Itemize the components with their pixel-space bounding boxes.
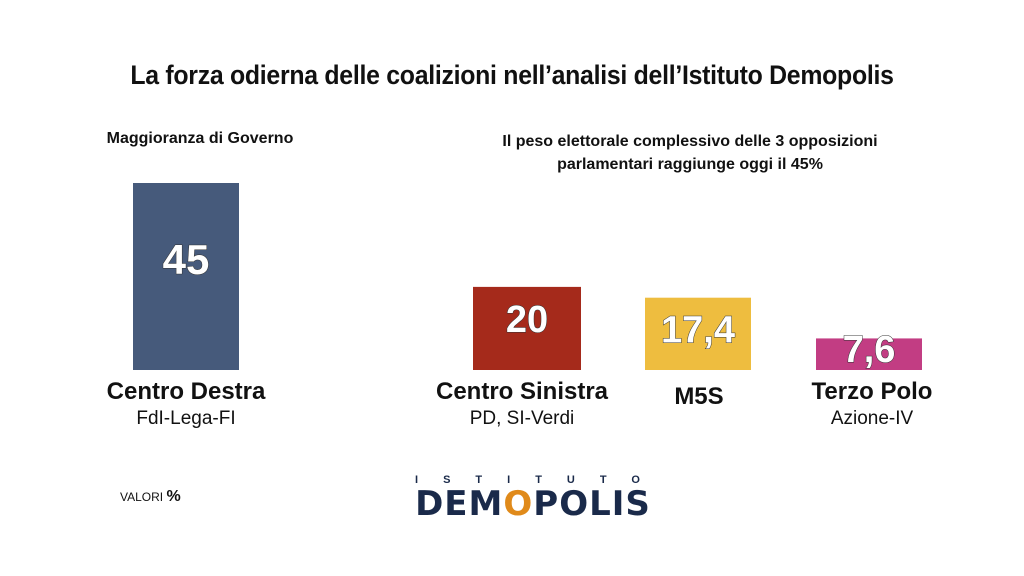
category-name: Centro Sinistra — [435, 378, 609, 405]
category-name: Centro Destra — [106, 378, 266, 405]
demopolis-logo: ISTITUTO DEMOPOLIS — [398, 474, 668, 524]
category-subtitle: Azione-IV — [830, 408, 914, 429]
logo-part: DEM — [415, 484, 504, 524]
category-label-centro-destra: Centro Destra FdI-Lega-FI — [76, 378, 296, 430]
values-label: VALORI — [120, 490, 164, 504]
category-name: Terzo Polo — [811, 378, 933, 405]
logo-o: O — [503, 484, 534, 524]
bar-terzo-polo — [816, 338, 922, 370]
logo-top-text: ISTITUTO — [415, 474, 665, 486]
bar-value-label: 7,6 — [843, 329, 896, 371]
bar-value-label: 20 — [506, 299, 548, 341]
category-label-terzo-polo: Terzo Polo Azione-IV — [762, 378, 982, 430]
page-title: La forza odierna delle coalizioni nell’a… — [130, 60, 894, 90]
bar-centro-destra — [133, 183, 239, 370]
category-subtitle: PD, SI-Verdi — [469, 408, 575, 429]
category-name: M5S — [674, 383, 724, 410]
category-label-m5s: M5S — [589, 383, 809, 411]
logo-part: POLIS — [533, 484, 651, 524]
majority-subheading: Maggioranza di Governo — [106, 130, 294, 147]
bar-value-label: 17,4 — [661, 310, 735, 352]
logo-wordmark: DEMOPOLIS — [398, 484, 668, 524]
category-subtitle: FdI-Lega-FI — [136, 408, 236, 429]
opposition-subheading: Il peso elettorale complessivo delle 3 o… — [440, 130, 940, 176]
opposition-subheading-line2: parlamentari raggiunge oggi il 45% — [557, 156, 823, 173]
bar-centro-sinistra — [473, 286, 581, 370]
percent-symbol: % — [166, 488, 181, 505]
bar-value-label: 45 — [163, 236, 210, 283]
category-label-centro-sinistra: Centro Sinistra PD, SI-Verdi — [412, 378, 632, 430]
opposition-subheading-line1: Il peso elettorale complessivo delle 3 o… — [502, 133, 878, 150]
bar-m5s — [645, 297, 751, 370]
values-unit-note: VALORI % — [120, 488, 181, 506]
